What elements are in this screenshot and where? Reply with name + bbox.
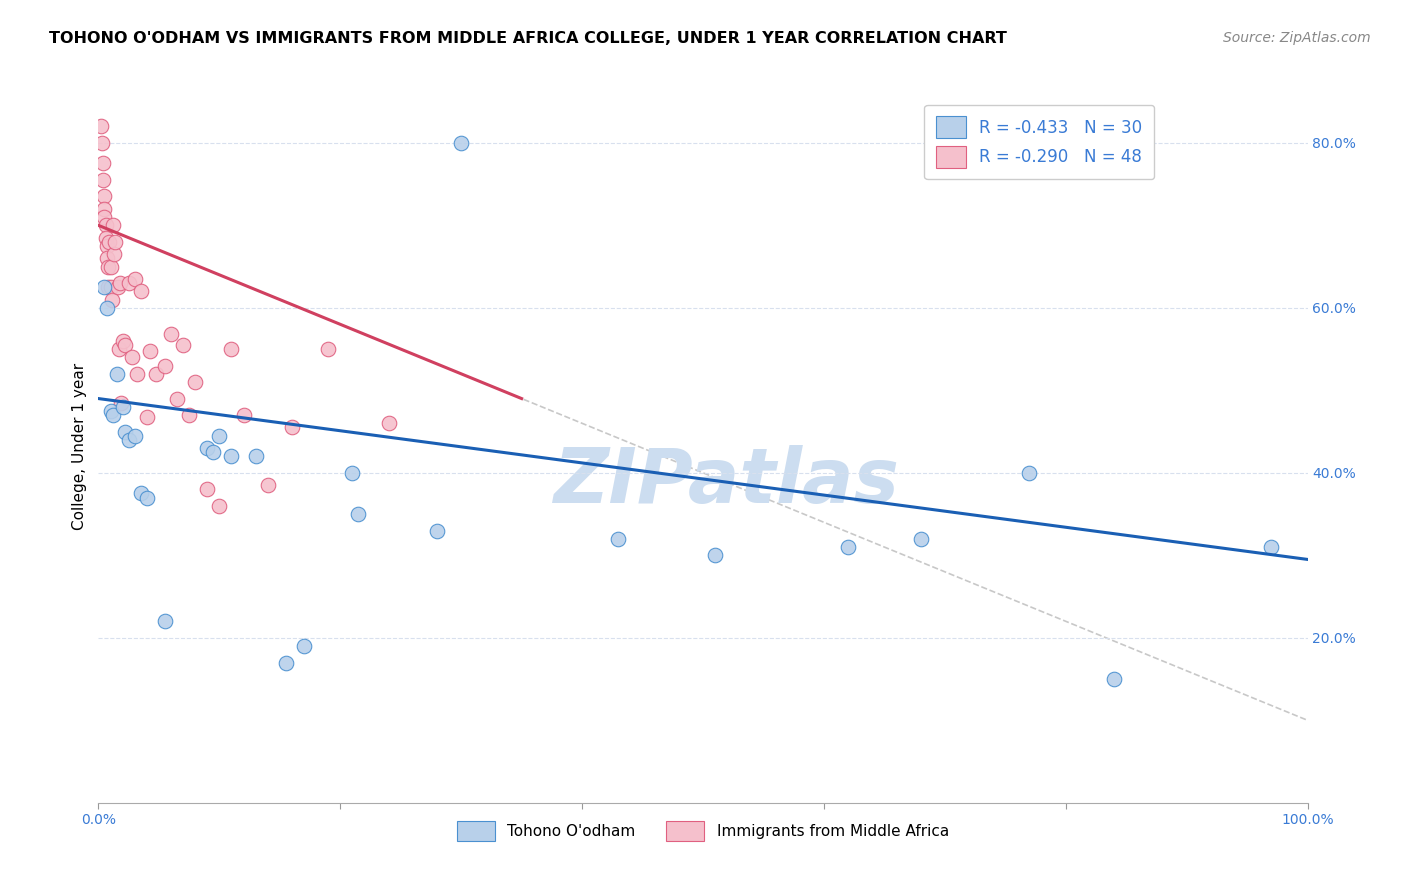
Point — [160, 327, 183, 342]
Point — [129, 285, 152, 299]
Point — [837, 540, 859, 554]
Point — [93, 189, 115, 203]
Point — [450, 136, 472, 150]
Point — [208, 428, 231, 442]
Point — [94, 230, 117, 244]
Point — [97, 280, 120, 294]
Point — [195, 483, 218, 497]
Point — [103, 247, 125, 261]
Point — [426, 524, 449, 538]
Point — [108, 342, 131, 356]
Point — [101, 219, 124, 233]
Point — [292, 639, 315, 653]
Point — [145, 367, 167, 381]
Point — [232, 408, 254, 422]
Point — [910, 532, 932, 546]
Point — [1102, 672, 1125, 686]
Point — [256, 478, 278, 492]
Point — [347, 507, 370, 521]
Point — [153, 359, 176, 373]
Point — [100, 280, 122, 294]
Point — [221, 342, 243, 356]
Point — [96, 239, 118, 253]
Point — [316, 342, 339, 356]
Y-axis label: College, Under 1 year: College, Under 1 year — [72, 362, 87, 530]
Point — [110, 395, 132, 409]
Point — [100, 260, 122, 274]
Point — [91, 173, 114, 187]
Point — [135, 491, 157, 505]
Point — [166, 392, 188, 406]
Point — [184, 375, 207, 389]
Text: ZIPatlas: ZIPatlas — [554, 445, 900, 518]
Point — [139, 343, 162, 358]
Point — [105, 367, 128, 381]
Text: Source: ZipAtlas.com: Source: ZipAtlas.com — [1223, 31, 1371, 45]
Point — [274, 656, 297, 670]
Point — [704, 549, 727, 563]
Point — [91, 156, 114, 170]
Point — [100, 293, 122, 307]
Legend: Tohono O'odham, Immigrants from Middle Africa: Tohono O'odham, Immigrants from Middle A… — [450, 814, 956, 848]
Point — [94, 219, 117, 233]
Point — [114, 338, 136, 352]
Point — [114, 425, 136, 439]
Point — [202, 445, 225, 459]
Point — [221, 450, 243, 464]
Point — [90, 120, 112, 134]
Point — [377, 417, 399, 431]
Point — [124, 272, 146, 286]
Point — [100, 404, 122, 418]
Point — [118, 433, 141, 447]
Point — [96, 252, 118, 266]
Point — [111, 334, 134, 348]
Point — [607, 532, 630, 546]
Point — [111, 400, 134, 414]
Point — [195, 441, 218, 455]
Point — [97, 260, 120, 274]
Point — [1260, 540, 1282, 554]
Point — [208, 499, 231, 513]
Point — [342, 466, 364, 480]
Point — [1018, 466, 1040, 480]
Point — [118, 276, 141, 290]
Point — [107, 280, 129, 294]
Point — [281, 420, 304, 434]
Text: TOHONO O'ODHAM VS IMMIGRANTS FROM MIDDLE AFRICA COLLEGE, UNDER 1 YEAR CORRELATIO: TOHONO O'ODHAM VS IMMIGRANTS FROM MIDDLE… — [49, 31, 1007, 46]
Point — [101, 408, 124, 422]
Point — [91, 136, 114, 150]
Point — [179, 408, 201, 422]
Point — [98, 235, 121, 249]
Point — [245, 450, 267, 464]
Point — [172, 338, 194, 352]
Point — [96, 301, 118, 315]
Point — [93, 210, 115, 224]
Point — [108, 276, 131, 290]
Point — [127, 367, 149, 381]
Point — [153, 615, 176, 629]
Point — [129, 486, 152, 500]
Point — [124, 428, 146, 442]
Point — [93, 202, 115, 216]
Point — [93, 280, 115, 294]
Point — [135, 409, 157, 424]
Point — [121, 351, 143, 365]
Point — [104, 235, 127, 249]
